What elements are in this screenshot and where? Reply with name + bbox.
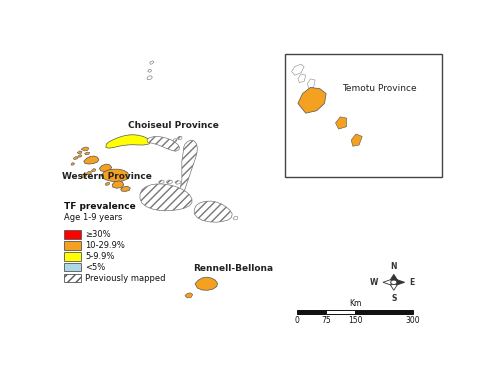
Polygon shape — [383, 279, 391, 285]
Polygon shape — [174, 138, 177, 142]
Polygon shape — [101, 169, 129, 182]
Polygon shape — [390, 274, 398, 280]
Polygon shape — [351, 134, 362, 146]
Text: Temotu Province: Temotu Province — [342, 84, 417, 93]
Polygon shape — [150, 61, 154, 64]
Polygon shape — [166, 180, 172, 184]
Text: S: S — [391, 294, 396, 303]
Polygon shape — [81, 174, 86, 178]
Polygon shape — [175, 181, 180, 184]
Polygon shape — [78, 155, 82, 157]
Bar — [355, 310, 413, 314]
Bar — [64, 231, 80, 239]
Polygon shape — [177, 136, 182, 139]
Polygon shape — [147, 137, 180, 151]
Polygon shape — [185, 293, 192, 298]
Polygon shape — [106, 135, 151, 148]
Polygon shape — [86, 171, 92, 175]
Polygon shape — [233, 216, 237, 220]
Text: ≥30%: ≥30% — [86, 230, 111, 239]
Text: <5%: <5% — [86, 263, 105, 272]
Text: TF prevalence: TF prevalence — [64, 202, 136, 211]
Text: Km: Km — [349, 299, 361, 308]
Polygon shape — [92, 169, 96, 172]
Bar — [64, 274, 80, 282]
Polygon shape — [298, 87, 326, 113]
Text: 5-9.9%: 5-9.9% — [86, 252, 114, 261]
Bar — [297, 310, 326, 314]
Polygon shape — [147, 76, 152, 80]
Polygon shape — [112, 181, 124, 188]
Circle shape — [391, 280, 397, 285]
Text: 300: 300 — [406, 316, 420, 325]
Polygon shape — [77, 151, 82, 154]
Text: Previously mapped: Previously mapped — [86, 273, 166, 283]
Text: 10-29.9%: 10-29.9% — [86, 241, 125, 250]
Polygon shape — [158, 180, 164, 184]
Polygon shape — [336, 117, 346, 129]
Bar — [326, 310, 355, 314]
Polygon shape — [148, 70, 152, 72]
Text: Choiseul Province: Choiseul Province — [128, 121, 218, 130]
Polygon shape — [71, 163, 74, 165]
Text: E: E — [410, 278, 415, 287]
Polygon shape — [84, 156, 99, 164]
Polygon shape — [177, 140, 198, 205]
Polygon shape — [120, 186, 130, 191]
Bar — [64, 263, 80, 272]
Text: W: W — [370, 278, 378, 287]
Polygon shape — [292, 64, 304, 75]
Bar — [286, 54, 442, 177]
Text: 75: 75 — [321, 316, 331, 325]
Polygon shape — [105, 182, 110, 185]
Text: N: N — [390, 262, 397, 271]
Polygon shape — [84, 152, 89, 155]
Bar — [64, 241, 80, 250]
Polygon shape — [396, 279, 404, 285]
Polygon shape — [195, 277, 218, 290]
Polygon shape — [390, 284, 398, 290]
Text: 0: 0 — [294, 316, 300, 325]
Polygon shape — [298, 74, 306, 83]
Polygon shape — [100, 164, 112, 172]
Bar — [64, 252, 80, 260]
Polygon shape — [74, 157, 78, 159]
Polygon shape — [81, 147, 89, 151]
Polygon shape — [308, 79, 315, 89]
Polygon shape — [194, 201, 232, 222]
Text: Rennell-Bellona: Rennell-Bellona — [193, 263, 273, 273]
Text: Western Province: Western Province — [62, 172, 152, 181]
Polygon shape — [140, 184, 192, 211]
Text: Age 1-9 years: Age 1-9 years — [64, 213, 123, 222]
Text: 150: 150 — [348, 316, 362, 325]
